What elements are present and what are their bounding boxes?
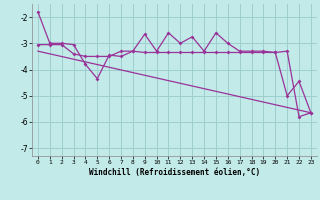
X-axis label: Windchill (Refroidissement éolien,°C): Windchill (Refroidissement éolien,°C) [89,168,260,177]
